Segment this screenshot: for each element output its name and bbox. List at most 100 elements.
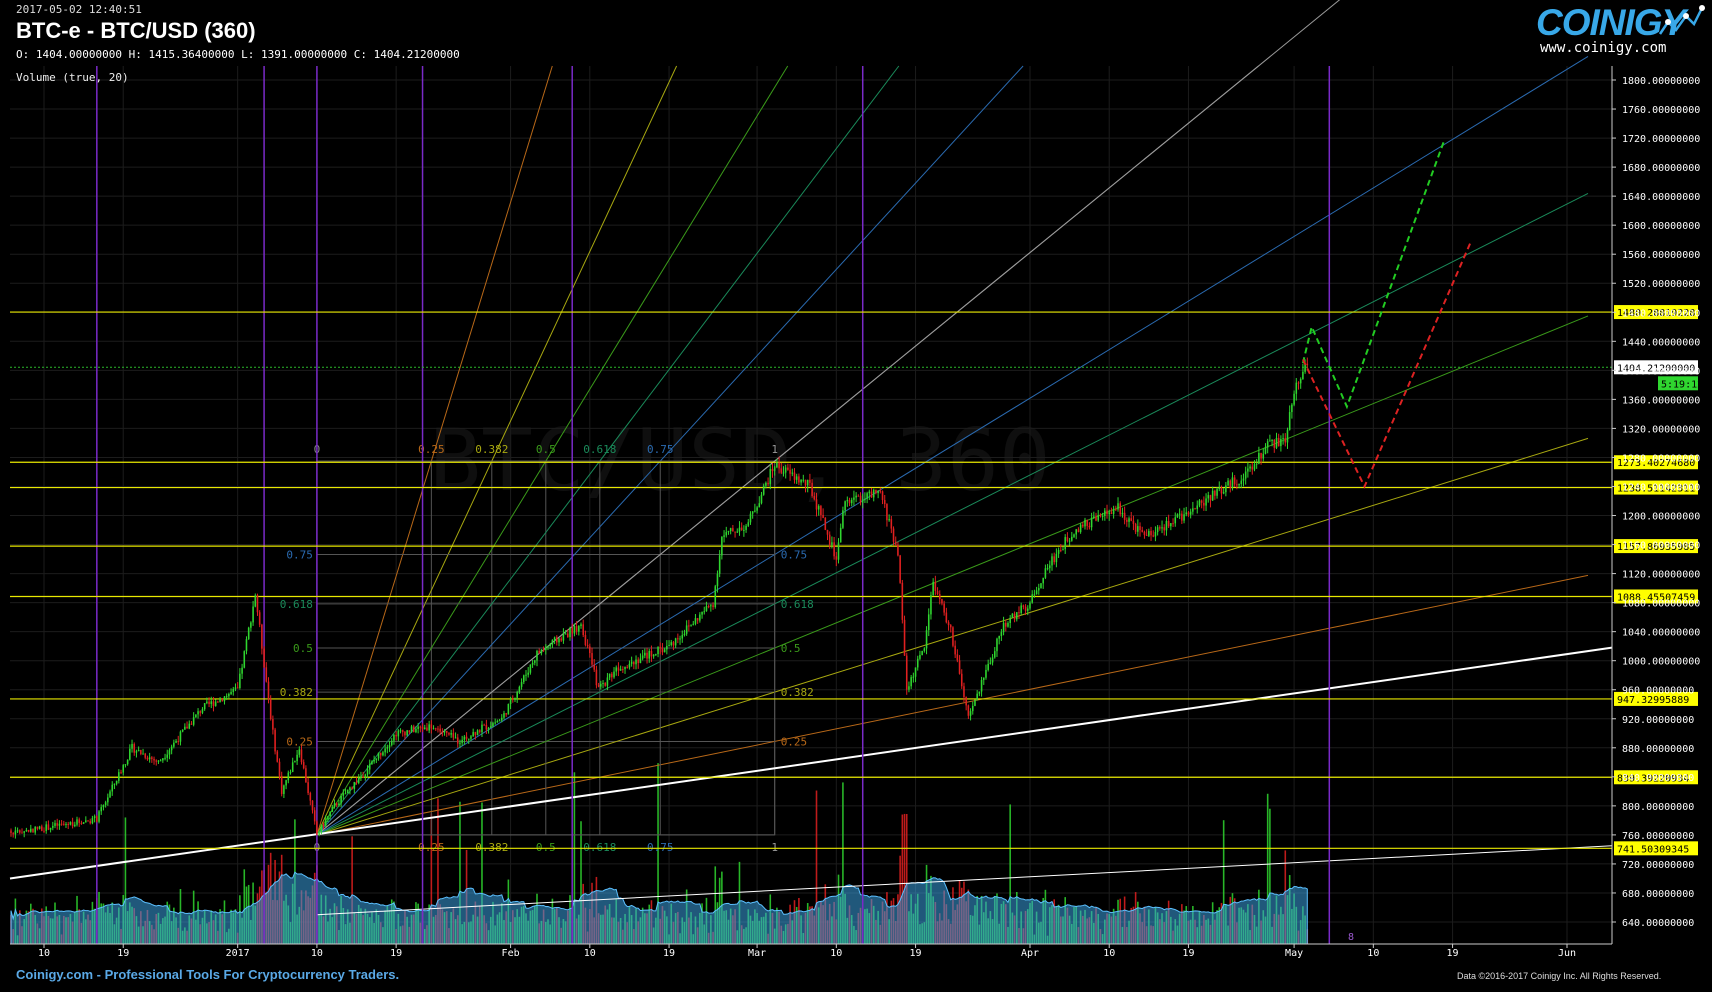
candle-body	[976, 693, 978, 700]
candle-body	[56, 823, 58, 826]
candle-body	[294, 761, 296, 763]
y-tick-label: 1000.00000000	[1622, 657, 1700, 668]
x-tick-label: Jun	[1558, 948, 1576, 959]
candle-body	[930, 595, 932, 615]
candle-body	[886, 504, 888, 521]
candle-body	[188, 723, 191, 729]
candle-body	[958, 660, 961, 674]
candle-body	[1075, 529, 1077, 535]
footer-tagline[interactable]: Coinigy.com - Professional Tools For Cry…	[16, 967, 400, 982]
candle-body	[879, 490, 882, 492]
candle-body	[938, 594, 941, 600]
y-tick-label: 640.00000000	[1622, 918, 1694, 929]
candle-body	[507, 704, 510, 715]
candle-body	[619, 669, 622, 671]
candle-body	[1002, 622, 1005, 633]
candle-body	[476, 730, 479, 736]
candle-body	[1286, 429, 1289, 443]
price-projections[interactable]	[1301, 141, 1472, 489]
candle-body	[822, 515, 824, 518]
candle-body	[644, 652, 646, 656]
candle-body	[606, 677, 609, 686]
candle-body	[1161, 527, 1163, 529]
candle-body	[239, 673, 241, 689]
y-tick-label: 800.00000000	[1622, 802, 1694, 813]
candle-body	[954, 645, 956, 655]
candle-body	[927, 614, 930, 631]
candle-body	[765, 482, 767, 486]
candle-body	[327, 816, 329, 820]
volume-indicator-label[interactable]: Volume (true, 20)	[16, 71, 129, 84]
volume-bar	[1222, 820, 1225, 944]
candle-body	[1264, 447, 1267, 454]
candle-body	[1297, 382, 1300, 384]
candle-body	[206, 701, 208, 704]
volume-bar	[459, 801, 461, 944]
candle-body	[364, 774, 367, 777]
fib-label-right: 0.5	[781, 642, 801, 655]
candle-body	[573, 626, 576, 634]
fib-fan-line-v	[316, 65, 789, 836]
candle-body	[437, 728, 439, 730]
candle-body	[1031, 594, 1033, 603]
candle-body	[732, 528, 734, 532]
candle-body	[170, 746, 173, 751]
fib-label-top: 0.5	[536, 443, 556, 456]
candle-body	[58, 823, 61, 826]
candle-body	[760, 494, 763, 504]
candle-body	[351, 787, 353, 789]
candle-body	[390, 740, 393, 746]
candle-body	[1183, 514, 1185, 521]
fib-fan-line-v	[316, 65, 553, 836]
candle-body	[613, 671, 615, 678]
candle-body	[432, 728, 435, 730]
candle-body	[683, 633, 686, 636]
x-tick-label: Feb	[502, 948, 520, 959]
current-price-label-bg	[1614, 360, 1698, 375]
candle-body	[256, 595, 259, 613]
candle-body	[1273, 439, 1276, 448]
candle-body	[593, 664, 596, 670]
candle-body	[467, 738, 470, 740]
candle-body	[353, 781, 356, 789]
candle-body	[1090, 517, 1093, 528]
candle-body	[34, 826, 36, 833]
candle-body	[916, 658, 919, 668]
candle-body	[448, 732, 450, 735]
candle-body	[1172, 523, 1174, 525]
candle-body	[787, 467, 789, 470]
horizontal-price-levels[interactable]: 1480.288192281273.402746801238.511423111…	[10, 305, 1703, 856]
coinigy-logo[interactable]: COINIGY www.coinigy.com	[1536, 2, 1706, 60]
candle-body	[624, 666, 626, 670]
candle-body	[93, 816, 96, 819]
candle-body	[820, 506, 822, 516]
candle-body	[1064, 537, 1066, 550]
candle-body	[611, 673, 613, 678]
vertical-cycle-lines[interactable]	[96, 66, 1331, 944]
fib-label-top: 0.25	[418, 443, 445, 456]
candle-body	[883, 499, 886, 505]
candle-body	[434, 728, 437, 730]
candle-body	[514, 697, 516, 700]
candle-body	[190, 723, 193, 725]
price-level-label-bg	[1614, 589, 1698, 604]
candle-body	[324, 819, 327, 827]
candle-body	[36, 826, 39, 829]
candle-body	[74, 824, 76, 827]
candle-body	[734, 531, 736, 533]
candle-body	[1121, 512, 1124, 515]
y-tick-label: 1720.00000000	[1622, 134, 1700, 145]
x-tick-label: 10	[1103, 948, 1115, 959]
candle-body	[393, 734, 395, 741]
candle-body	[648, 650, 651, 659]
candle-body	[300, 749, 303, 763]
candle-body	[881, 491, 884, 500]
volume-bar	[657, 763, 659, 944]
candle-body	[615, 667, 618, 672]
candle-body	[1060, 550, 1062, 552]
candle-body	[1194, 508, 1196, 510]
y-tick-label: 1080.00000000	[1622, 599, 1700, 610]
candle-body	[430, 724, 433, 729]
price-level-label-bg	[1614, 770, 1698, 785]
